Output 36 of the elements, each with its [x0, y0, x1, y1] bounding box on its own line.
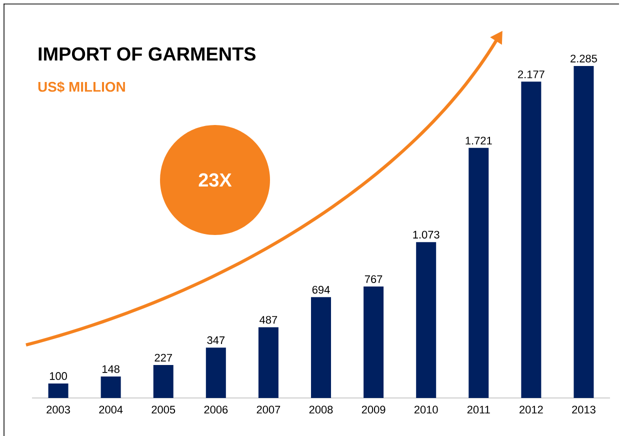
data-label: 2.177 — [518, 70, 544, 78]
x-tick-label: 2006 — [204, 406, 228, 414]
x-tick-label: 2013 — [572, 406, 596, 414]
annotation: 23X — [198, 173, 232, 187]
bar — [258, 327, 278, 398]
bar — [153, 365, 174, 398]
data-label: 487 — [260, 316, 278, 324]
bar — [416, 242, 436, 398]
bar — [48, 383, 68, 398]
bar — [468, 148, 489, 398]
data-label: 1.073 — [413, 230, 440, 239]
x-tick-label: 2011 — [467, 406, 490, 414]
x-tick-label: 2012 — [520, 406, 543, 414]
x-tick-label: 2007 — [256, 406, 280, 414]
x-tick-label: 2005 — [152, 406, 176, 414]
bar — [311, 297, 332, 398]
bar — [100, 376, 121, 398]
data-label: 767 — [364, 275, 382, 284]
data-label: 148 — [102, 365, 120, 373]
data-label: 227 — [154, 354, 172, 362]
bar — [364, 286, 384, 398]
x-tick-label: 2004 — [99, 406, 123, 414]
data-label: 1.721 — [466, 136, 492, 144]
x-tick-label: 2009 — [362, 406, 386, 414]
x-tick-label: 2008 — [309, 406, 333, 414]
chart-title: IMPORT OF GARMENTS — [38, 47, 256, 61]
bar — [206, 348, 226, 398]
x-tick-label: 2003 — [46, 406, 70, 414]
data-label: 2.285 — [570, 54, 597, 62]
x-tick-label: 2010 — [414, 406, 438, 414]
bar — [521, 82, 542, 398]
data-label: 347 — [207, 336, 225, 344]
bar — [574, 66, 594, 398]
data-label: 100 — [50, 372, 67, 380]
data-label: 694 — [312, 286, 330, 294]
text: US$ MILLION — [38, 81, 125, 93]
